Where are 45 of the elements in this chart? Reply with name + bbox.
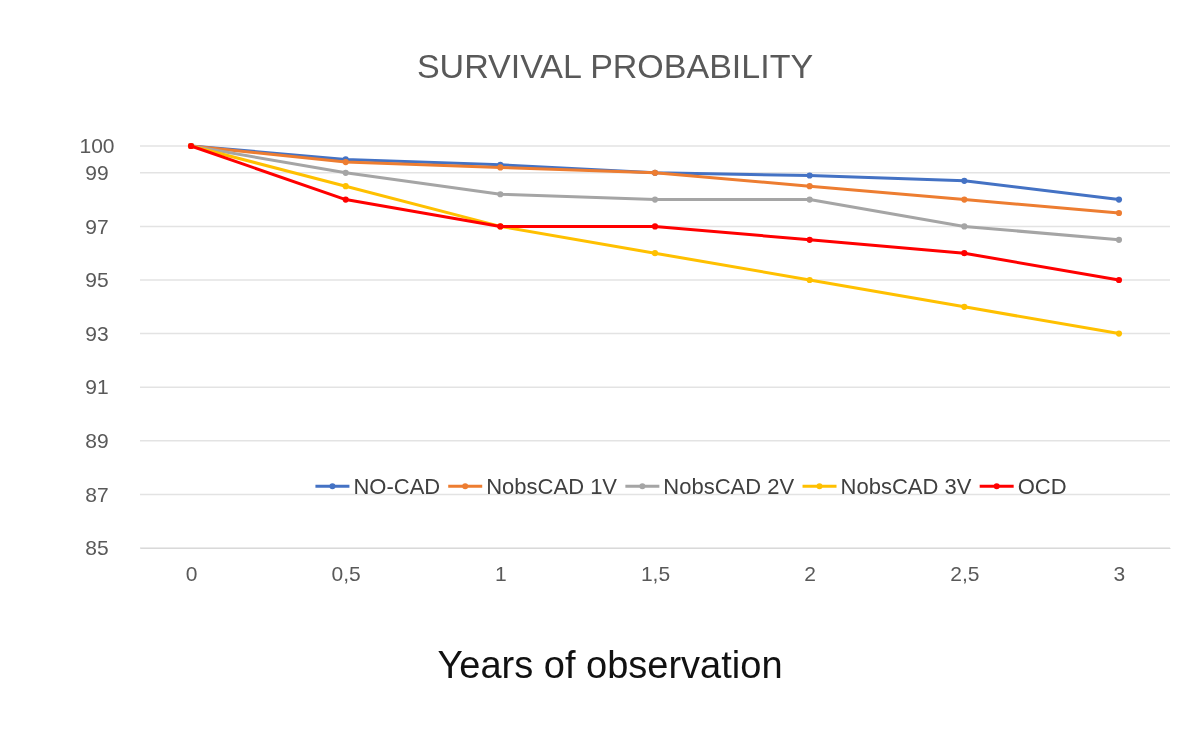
point: [342, 183, 349, 190]
y-tick-label: 91: [85, 375, 109, 399]
point: [651, 196, 659, 203]
point: [806, 236, 813, 243]
y-tick-label: 85: [85, 536, 109, 560]
chart-title: SURVIVAL PROBABILITY: [416, 47, 814, 85]
point: [961, 177, 968, 184]
x-tick-label: 0: [185, 562, 198, 585]
legend-label: NobsCAD 2V: [663, 474, 795, 500]
point: [961, 303, 968, 310]
point: [1115, 209, 1123, 217]
y-tick-label: 100: [79, 134, 115, 158]
point: [961, 196, 968, 203]
legend-label: NobsCAD 1V: [486, 474, 618, 500]
y-tick-label: 97: [85, 214, 109, 238]
point: [806, 183, 813, 190]
point: [342, 169, 349, 176]
point: [806, 172, 813, 179]
point: [497, 191, 504, 198]
y-tick-label: 93: [85, 321, 109, 345]
point: [342, 196, 349, 203]
legend-label: NobsCAD 3V: [840, 474, 972, 500]
y-tick-label: 99: [85, 161, 109, 185]
point: [651, 223, 659, 230]
x-tick-label: 0,5: [331, 562, 361, 585]
point: [1115, 236, 1123, 243]
legend-label: OCD: [1017, 474, 1067, 500]
point: [651, 250, 659, 257]
point: [806, 276, 813, 284]
point: [1115, 330, 1123, 337]
legend-label: NO-CAD: [353, 474, 441, 500]
x-tick-label: 3: [1113, 562, 1126, 585]
point: [961, 223, 968, 230]
point: [806, 196, 813, 203]
x-axis-title: Years of observation: [437, 644, 783, 686]
y-tick-label: 87: [85, 482, 109, 506]
x-tick-label: 2: [804, 562, 816, 585]
y-tick-label: 95: [85, 268, 109, 292]
point: [961, 250, 968, 257]
point: [1115, 196, 1123, 203]
x-tick-label: 1: [495, 562, 507, 585]
x-tick-label: 1,5: [640, 562, 671, 585]
point: [1115, 276, 1123, 284]
y-tick-label: 89: [85, 429, 109, 453]
x-tick-label: 2,5: [950, 562, 980, 585]
